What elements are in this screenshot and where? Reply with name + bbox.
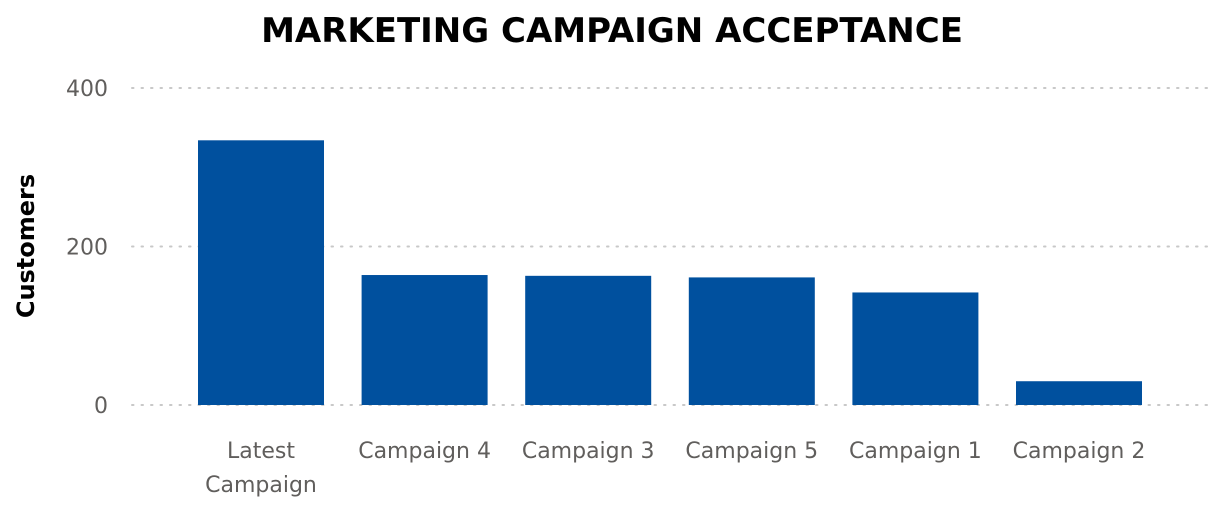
y-tick-label: 400: [66, 77, 108, 102]
bar[interactable]: [525, 275, 652, 405]
x-category-label: Latest Campaign: [205, 439, 317, 498]
x-category-label: Campaign 3: [522, 439, 655, 464]
bar[interactable]: [361, 275, 488, 405]
x-category-label: Campaign 5: [685, 439, 818, 464]
y-axis-label: Customers: [12, 174, 40, 318]
bar[interactable]: [198, 140, 324, 405]
chart-title: MARKETING CAMPAIGN ACCEPTANCE: [261, 11, 963, 51]
bar[interactable]: [1016, 381, 1142, 405]
bars: [198, 140, 1142, 405]
x-category-label: Campaign 4: [358, 439, 491, 464]
bar[interactable]: [852, 292, 979, 405]
bar[interactable]: [688, 277, 815, 405]
x-category-label: Campaign 1: [849, 439, 982, 464]
x-category-label: Campaign 2: [1013, 439, 1146, 464]
x-axis-labels: Latest Campaign Campaign 4 Campaign 3 Campai…: [205, 439, 1145, 498]
y-tick-label: 0: [94, 394, 108, 419]
y-axis-ticks: 0 200 400: [66, 77, 108, 419]
y-tick-label: 200: [66, 236, 108, 261]
